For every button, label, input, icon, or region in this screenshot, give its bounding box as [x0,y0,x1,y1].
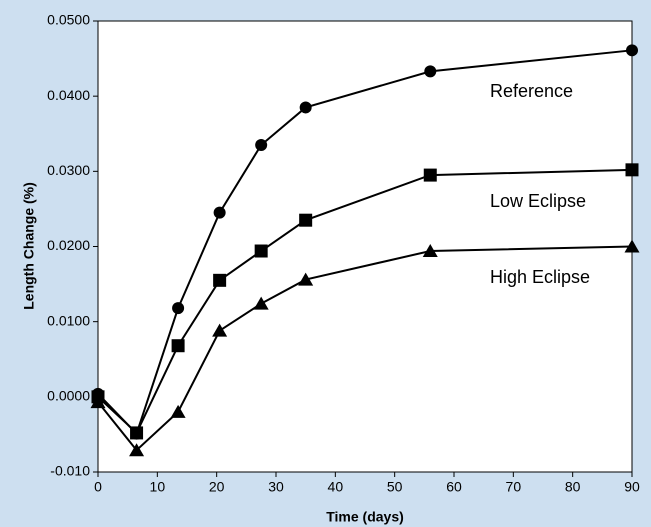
marker [625,163,639,177]
marker [255,139,268,152]
y-tick-label: 0.0300 [47,162,90,178]
y-tick-label: 0.0100 [47,312,90,328]
marker [213,206,226,219]
x-tick-label: 40 [328,479,344,495]
marker [298,272,314,286]
x-tick-label: 0 [94,479,102,495]
x-axis-title: Time (days) [326,509,404,525]
x-tick-label: 90 [624,479,640,495]
y-tick-label: 0.0400 [47,87,90,103]
series-line [97,245,633,452]
y-tick-label: 0.0000 [47,388,90,404]
marker [626,44,638,57]
series-label: Reference [490,81,573,101]
x-tick-label: 50 [387,479,403,495]
marker [90,395,106,409]
plot-area [97,20,633,473]
x-tick-label: 30 [268,479,284,495]
y-axis-title: Length Change (%) [21,182,37,310]
x-tick-label: 70 [506,479,522,495]
marker [254,244,268,258]
x-tick-label: 20 [209,479,225,495]
series-line [97,168,633,435]
marker [170,404,186,418]
marker [213,273,227,287]
y-tick-label: 0.0200 [47,237,90,253]
y-tick-label: 0.0500 [47,12,90,28]
marker [212,323,228,337]
series-label: Low Eclipse [490,191,586,211]
x-tick-label: 60 [446,479,462,495]
marker [253,296,269,310]
marker [172,302,185,315]
x-tick-label: 10 [150,479,166,495]
marker [299,101,312,114]
marker [422,244,438,258]
marker [423,168,437,182]
marker [130,426,144,440]
series-line [97,49,633,436]
marker [624,239,640,253]
series-label: High Eclipse [490,267,590,287]
y-tick-label: -0.010 [50,463,90,479]
marker [424,65,437,78]
marker [129,443,145,457]
marker [299,213,313,227]
marker [171,339,185,353]
x-tick-label: 80 [565,479,581,495]
